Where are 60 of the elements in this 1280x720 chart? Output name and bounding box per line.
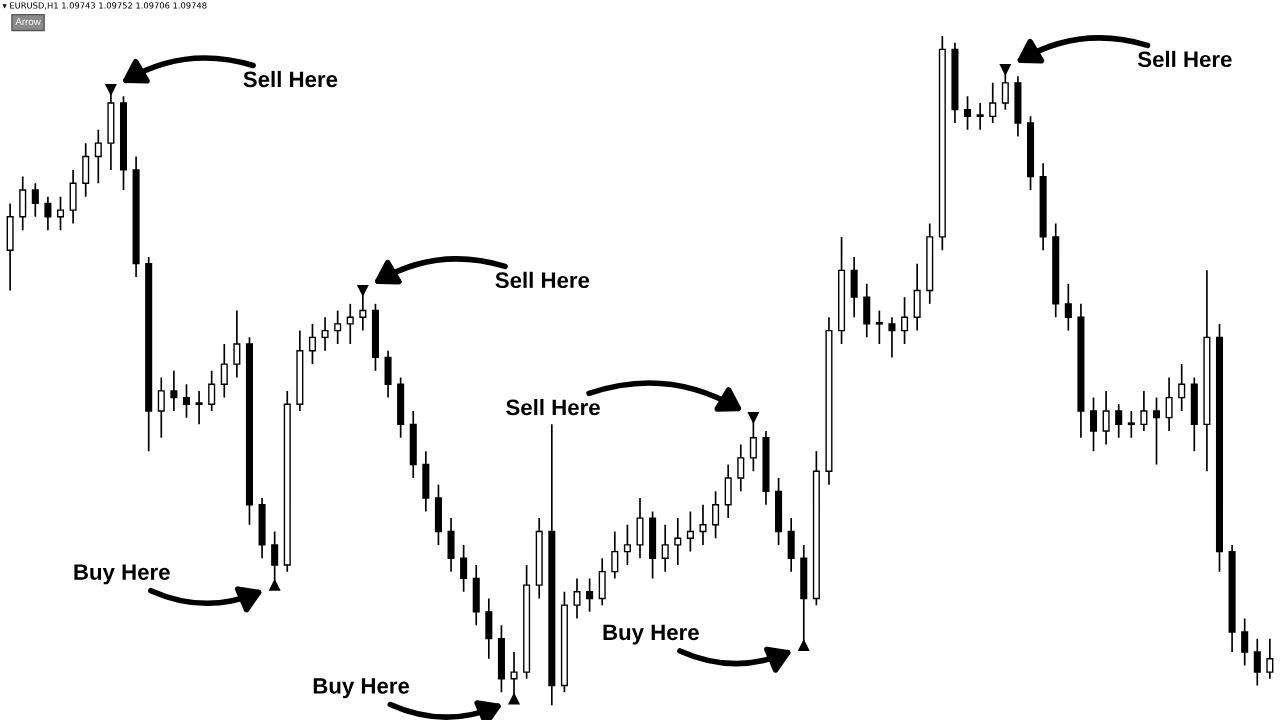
candlestick — [233, 309, 241, 379]
candlestick — [195, 390, 203, 426]
annotation: Buy Here — [74, 564, 170, 585]
point — [798, 639, 810, 651]
candlestick — [31, 182, 39, 218]
annotation: Sell Here — [495, 271, 590, 289]
candlestick — [208, 369, 216, 412]
candlestick — [1089, 396, 1098, 452]
candlestick — [901, 296, 909, 345]
candlestick — [460, 544, 468, 593]
candlestick — [737, 443, 745, 493]
candlestick — [346, 303, 354, 345]
annotation: Buy Here — [603, 624, 699, 645]
candlestick — [44, 195, 52, 232]
candlestick — [686, 510, 694, 553]
point — [999, 63, 1011, 76]
candlestick — [586, 577, 594, 613]
annotation: Buy Here — [313, 678, 410, 699]
candlestick — [964, 95, 972, 131]
candlestick — [1115, 403, 1123, 439]
candlestick — [1064, 282, 1072, 332]
point — [105, 84, 117, 96]
candlestick — [661, 523, 669, 573]
point — [747, 412, 759, 424]
candlestick — [674, 517, 682, 566]
candlestick — [623, 523, 631, 566]
candlestick — [1178, 363, 1186, 412]
candlestick — [989, 82, 997, 124]
annotation: Sell Here — [506, 398, 600, 416]
candlestick — [875, 309, 883, 345]
candlestick — [321, 316, 329, 352]
candlestick — [182, 383, 191, 419]
candlestick — [1152, 396, 1161, 466]
candlestick — [699, 503, 707, 546]
candlestick — [712, 490, 720, 540]
candlestick — [308, 323, 316, 365]
candlestick — [1102, 390, 1110, 446]
candlestick — [611, 530, 619, 580]
candlestick — [976, 102, 984, 131]
candlestick — [94, 128, 102, 185]
candlestick — [1140, 390, 1148, 432]
candlestick — [888, 316, 896, 359]
text: ▾ EURUSD,H1 1.09743 1.09752 1.09706 1.09748 — [2, 2, 207, 10]
candlestick — [220, 343, 228, 399]
candlestick — [1241, 617, 1249, 667]
point — [508, 693, 520, 705]
candlestick — [157, 376, 165, 439]
candlestick — [1266, 637, 1274, 680]
candlestick — [170, 369, 178, 412]
candlestick — [1127, 410, 1135, 439]
annotation: Sell Here — [1137, 50, 1232, 68]
candlestick — [56, 195, 65, 232]
candlestick — [1165, 376, 1173, 432]
candlestick — [334, 309, 342, 345]
candlestick — [1253, 637, 1261, 687]
annotation: Sell Here — [243, 70, 338, 88]
text: Arrow — [15, 18, 41, 26]
point — [357, 284, 369, 297]
candlestick — [573, 577, 581, 620]
point — [269, 579, 281, 591]
